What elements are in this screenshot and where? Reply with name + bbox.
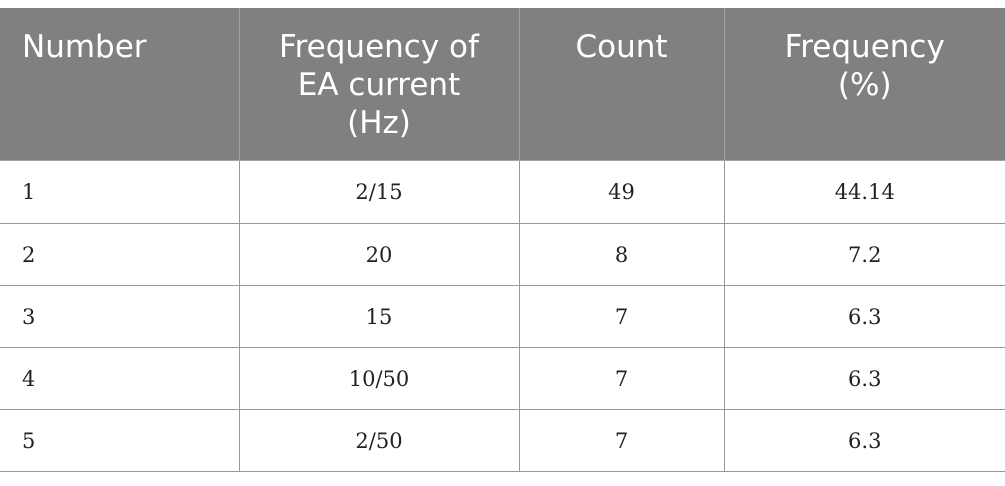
header-line: Count	[575, 29, 668, 65]
cell-frequency-percent: 6.3	[724, 347, 1005, 410]
header-frequency-of-ea-current: Frequency of EA current (Hz)	[239, 8, 520, 161]
cell-number: 4	[0, 347, 240, 410]
cell-count: 7	[519, 285, 725, 348]
table-row: 3 15 7 6.3	[0, 285, 1005, 348]
header-frequency-percent: Frequency (%)	[724, 8, 1005, 161]
cell-ea-frequency: 2/15	[239, 160, 520, 224]
header-line: Frequency	[784, 29, 945, 65]
header-row: Number Frequency of EA current (Hz) Coun…	[0, 8, 1005, 161]
cell-frequency-percent: 6.3	[724, 409, 1005, 472]
frequency-table-container: Number Frequency of EA current (Hz) Coun…	[0, 8, 1005, 472]
header-line: (Hz)	[347, 105, 411, 141]
header-number: Number	[0, 8, 240, 161]
cell-count: 7	[519, 347, 725, 410]
table-row: 4 10/50 7 6.3	[0, 347, 1005, 410]
cell-count: 7	[519, 409, 725, 472]
cell-frequency-percent: 44.14	[724, 160, 1005, 224]
header-number-line: Number	[22, 29, 147, 65]
cell-frequency-percent: 6.3	[724, 285, 1005, 348]
cell-ea-frequency: 20	[239, 223, 520, 286]
table-row: 5 2/50 7 6.3	[0, 409, 1005, 472]
cell-number: 3	[0, 285, 240, 348]
table-row: 1 2/15 49 44.14	[0, 160, 1005, 224]
cell-count: 49	[519, 160, 725, 224]
cell-count: 8	[519, 223, 725, 286]
cell-ea-frequency: 15	[239, 285, 520, 348]
header-count: Count	[519, 8, 725, 161]
table-body: 1 2/15 49 44.14 2 20 8 7.2 3 15 7 6.3 4 …	[0, 160, 1005, 472]
header-line: Frequency of	[279, 29, 479, 65]
cell-number: 2	[0, 223, 240, 286]
header-line: EA current	[297, 67, 461, 103]
cell-ea-frequency: 2/50	[239, 409, 520, 472]
table-header: Number Frequency of EA current (Hz) Coun…	[0, 8, 1005, 161]
ea-frequency-table: Number Frequency of EA current (Hz) Coun…	[0, 8, 1005, 472]
table-row: 2 20 8 7.2	[0, 223, 1005, 286]
cell-number: 1	[0, 160, 240, 224]
cell-ea-frequency: 10/50	[239, 347, 520, 410]
cell-number: 5	[0, 409, 240, 472]
header-line: (%)	[837, 67, 892, 103]
cell-frequency-percent: 7.2	[724, 223, 1005, 286]
